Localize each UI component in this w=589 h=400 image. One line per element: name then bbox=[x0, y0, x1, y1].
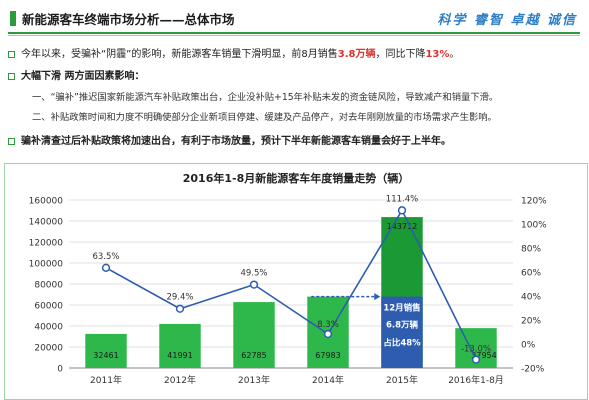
bullet-text: ，同比下降 bbox=[375, 49, 426, 60]
y-right-tick-label: 80% bbox=[521, 245, 541, 255]
y-right-tick-label: 0% bbox=[521, 341, 536, 351]
x-tick-label: 2012年 bbox=[164, 374, 196, 386]
callout-box bbox=[381, 296, 423, 368]
y-left-tick-label: 60000 bbox=[34, 302, 63, 312]
slogan: 科学 睿智 卓越 诚信 bbox=[437, 13, 577, 28]
sales-trend-chart: 2016年1-8月新能源客车年度销量走势（辆） 0 20000 40000 60000 8… bbox=[29, 171, 548, 386]
x-tick-label: 2014年 bbox=[312, 374, 344, 386]
growth-point bbox=[101, 263, 111, 272]
bullet-square-icon bbox=[8, 72, 15, 80]
bar-value-label: 41991 bbox=[167, 351, 192, 360]
sub-point-two: 二、补贴政策时间和力度不明确使部分企业新项目停建、缓建及产品停产，对去年刚刚放量… bbox=[32, 112, 497, 123]
bullet-text: 今年以来，受骗补“阴霾”的影响，新能源客车销量下滑明显，前8月销售 bbox=[21, 49, 338, 60]
y-left-tick-label: 20000 bbox=[34, 344, 63, 354]
bar-value-label: 32461 bbox=[93, 351, 118, 360]
y-left-tick-label: 100000 bbox=[29, 260, 64, 270]
callout-line-1: 12月销售 bbox=[383, 303, 420, 314]
bullet-square-icon bbox=[8, 137, 15, 145]
bullet-square-icon bbox=[8, 50, 15, 58]
growth-point bbox=[175, 304, 185, 313]
growth-point bbox=[397, 206, 407, 215]
bullet-two-factors: 大幅下滑 两方面因素影响： bbox=[8, 70, 144, 83]
x-tick-label: 2015年 bbox=[386, 374, 418, 386]
bullet-text: 。 bbox=[449, 49, 460, 60]
x-tick-label: 2011年 bbox=[90, 374, 122, 386]
chart-panel: 2016年1-8月新能源客车年度销量走势（辆） 0 20000 40000 60000 8… bbox=[4, 163, 588, 400]
callout-line-3: 占比48% bbox=[383, 338, 421, 349]
bar bbox=[85, 333, 127, 368]
growth-point bbox=[323, 329, 333, 339]
page-title: 新能源客车终端市场分析——总体市场 bbox=[22, 12, 235, 27]
growth-rate-label: 49.5% bbox=[240, 269, 267, 279]
growth-rate-label: 111.4% bbox=[386, 194, 418, 204]
growth-rate-label: 29.4% bbox=[166, 293, 193, 303]
y-right-tick-label: 120% bbox=[521, 197, 547, 207]
y-right-tick-label: 60% bbox=[521, 269, 541, 279]
y-left-tick-label: 120000 bbox=[29, 239, 64, 249]
y-left-tick-label: 160000 bbox=[29, 197, 64, 207]
bullet-text: 大幅下滑 两方面因素影响： bbox=[21, 71, 145, 82]
title-accent-bar bbox=[10, 11, 16, 26]
y-left-tick-label: 0 bbox=[57, 365, 63, 375]
bar-value-label: 37954 bbox=[471, 351, 496, 360]
x-tick-label: 2013年 bbox=[238, 374, 270, 386]
title-rule-thin bbox=[8, 35, 580, 36]
bar bbox=[159, 323, 201, 368]
bar-value-label: 67983 bbox=[315, 351, 340, 360]
highlight-sales-volume: 3.8万辆 bbox=[337, 49, 376, 60]
chart-title: 2016年1-8月新能源客车年度销量走势（辆） bbox=[183, 171, 410, 185]
callout-line-2: 6.8万辆 bbox=[386, 320, 419, 331]
bullet-text: 骗补清查过后补贴政策将加速出台，有利于市场放量，预计下半年新能源客车销量会好于上… bbox=[21, 136, 451, 147]
growth-line bbox=[105, 208, 477, 360]
y-right-tick-label: 20% bbox=[521, 317, 541, 327]
x-tick-label: 2016年1-8月 bbox=[448, 374, 504, 386]
y-right-tick-label: -20% bbox=[521, 365, 545, 375]
bar bbox=[233, 302, 275, 368]
title-bar: 新能源客车终端市场分析——总体市场 科学 睿智 卓越 诚信 bbox=[0, 0, 589, 38]
y-right-tick-label: 100% bbox=[521, 221, 547, 231]
bar-value-label: 143712 bbox=[387, 222, 418, 231]
growth-rate-label: -13.0% bbox=[461, 345, 491, 355]
bar-value-label: 62785 bbox=[241, 351, 266, 360]
y-left-tick-label: 80000 bbox=[34, 281, 63, 291]
growth-rate-label: 8.3% bbox=[317, 320, 339, 330]
growth-rate-label: 63.5% bbox=[92, 252, 119, 262]
y-right-tick-label: 40% bbox=[521, 293, 541, 303]
growth-point bbox=[249, 280, 259, 289]
title-rule bbox=[8, 32, 580, 34]
y-left-tick-label: 40000 bbox=[34, 323, 63, 333]
callout-arrowhead-icon bbox=[374, 293, 381, 301]
bullet-sales-decline: 今年以来，受骗补“阴霾”的影响，新能源客车销量下滑明显，前8月销售3.8万辆，同… bbox=[8, 48, 459, 61]
y-left-tick-label: 140000 bbox=[29, 218, 64, 228]
highlight-decline-rate: 13% bbox=[425, 49, 450, 60]
sub-point-one: 一、“骗补”推迟国家新能源汽车补贴政策出台，企业没补贴+15年补贴未发的资金链风… bbox=[32, 92, 499, 103]
bullet-outlook: 骗补清查过后补贴政策将加速出台，有利于市场放量，预计下半年新能源客车销量会好于上… bbox=[8, 135, 451, 148]
growth-point bbox=[471, 355, 481, 364]
